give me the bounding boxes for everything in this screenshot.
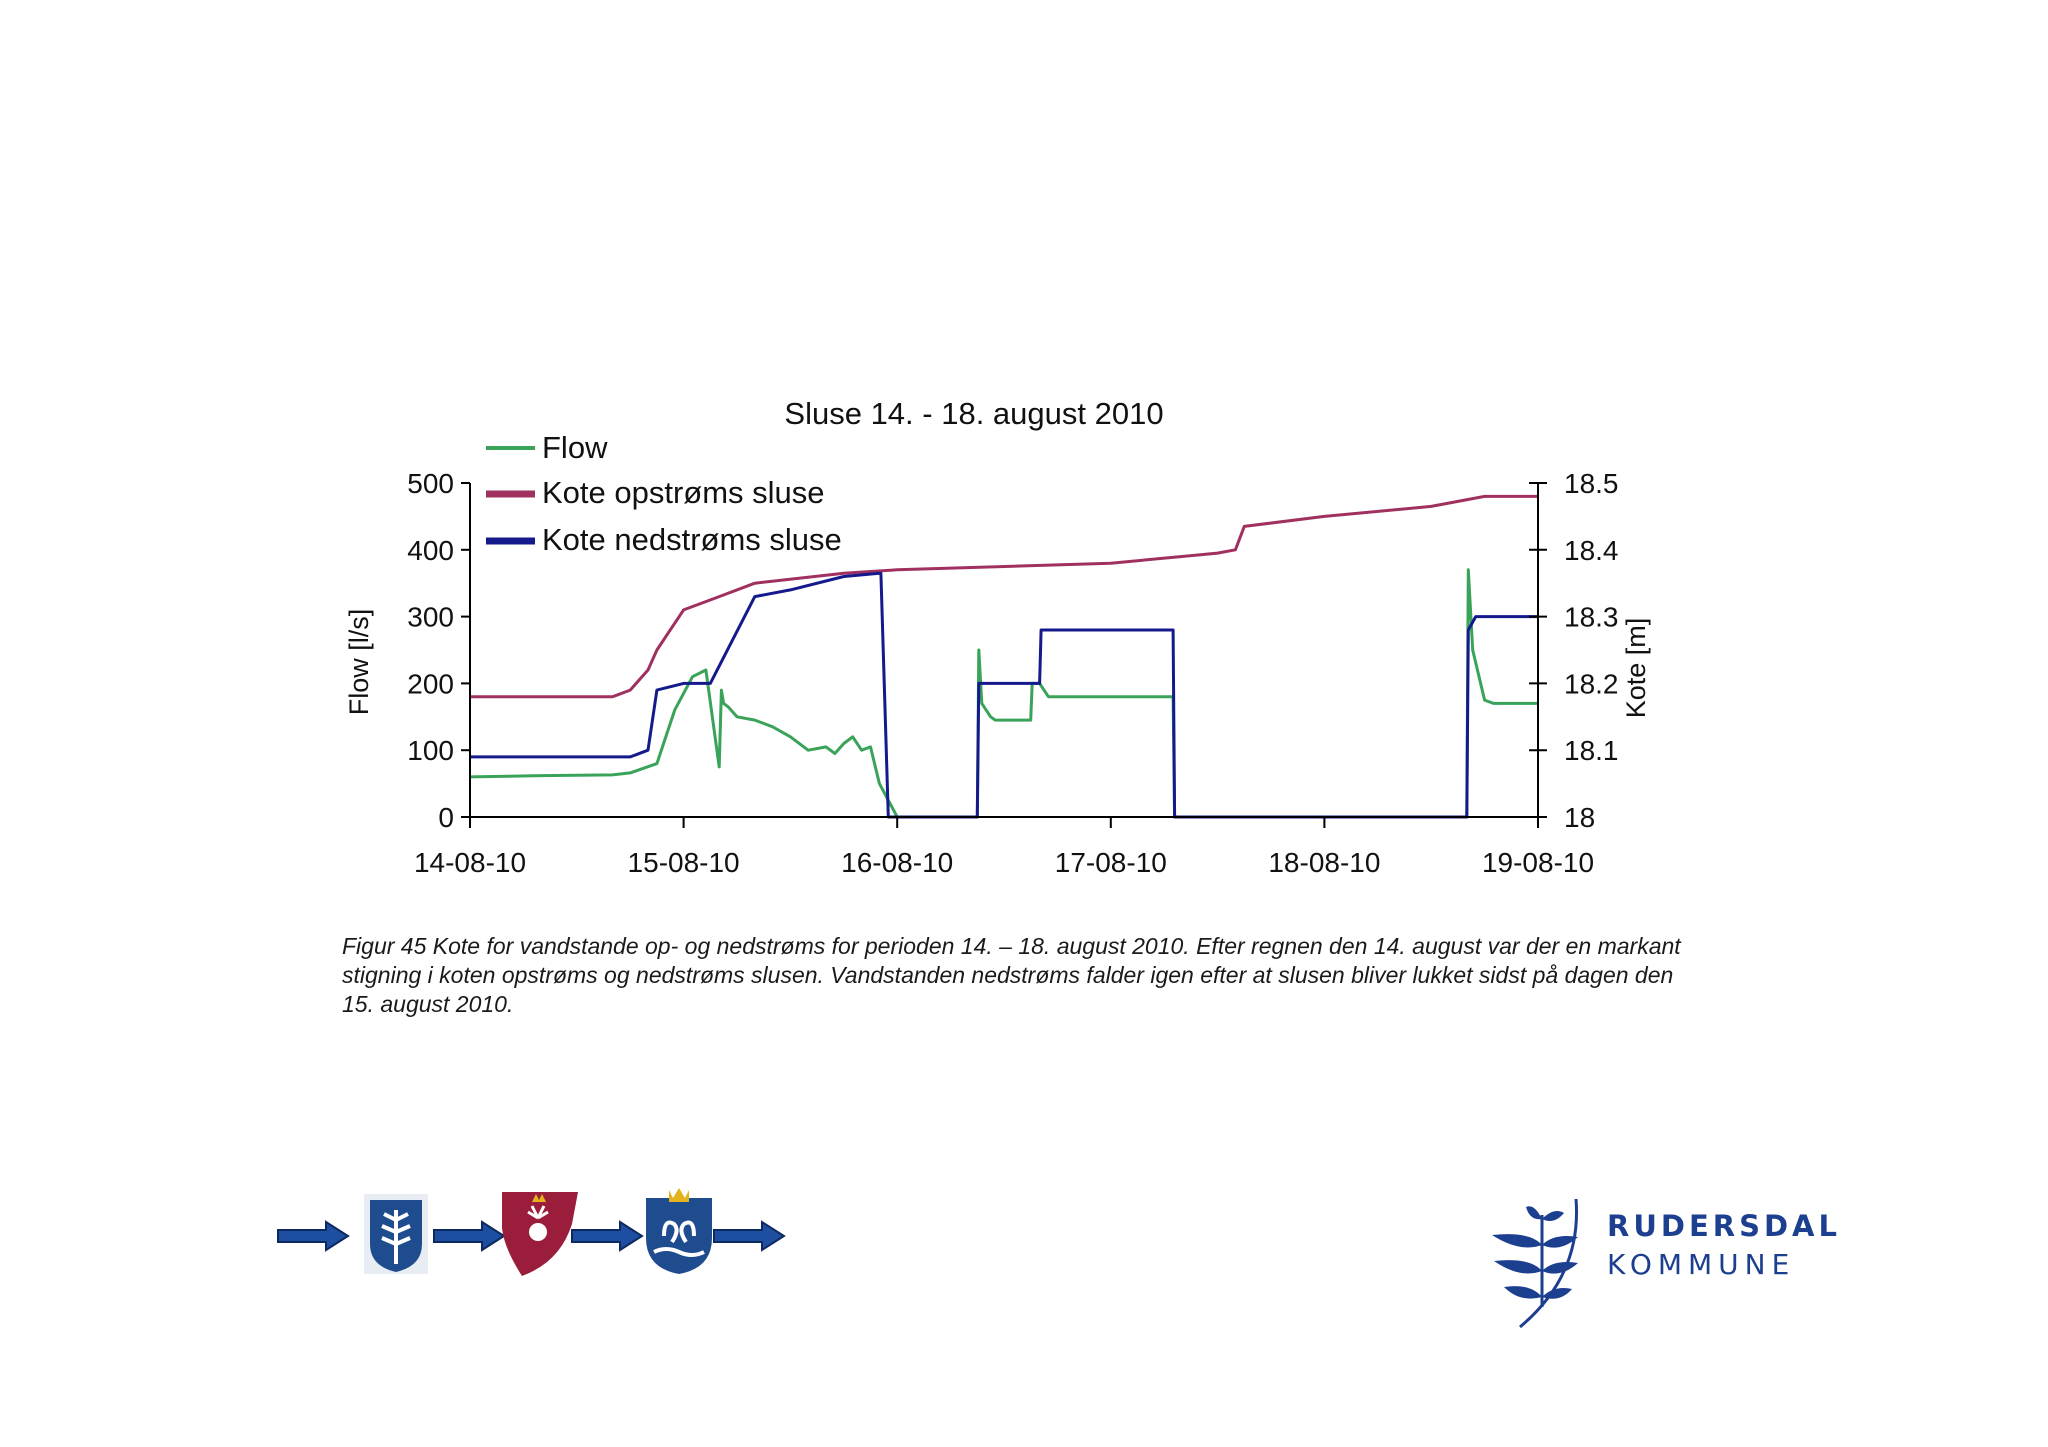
legend-label-upstream: Kote opstrøms sluse (542, 475, 825, 510)
rudersdal-logo: RUDERSDAL KOMMUNE (1480, 1195, 1837, 1335)
y2-axis-label: Kote [m] (1621, 618, 1651, 719)
arrow-right-icon (571, 1220, 644, 1252)
x-tick-label: 16-08-10 (841, 847, 953, 878)
shield-swans-icon (646, 1188, 712, 1274)
y2-tick-label: 18.5 (1564, 468, 1619, 499)
shield-branch-icon (364, 1194, 428, 1274)
x-tick-label: 18-08-10 (1268, 847, 1380, 878)
x-tick-label: 19-08-10 (1482, 847, 1594, 878)
series-line-downstream (470, 571, 1538, 819)
legend-label-flow: Flow (542, 430, 608, 465)
arrow-right-icon (433, 1220, 506, 1252)
arrow-right-icon (713, 1220, 786, 1252)
y2-tick-label: 18 (1564, 802, 1595, 833)
x-tick-label: 17-08-10 (1055, 847, 1167, 878)
chart-title: Sluse 14. - 18. august 2010 (784, 396, 1163, 431)
logo-subtitle: KOMMUNE (1607, 1248, 1796, 1281)
y-tick-label: 400 (407, 535, 454, 566)
logo-name: RUDERSDAL (1607, 1209, 1841, 1243)
y2-tick-label: 18.4 (1564, 535, 1619, 566)
y-tick-label: 200 (407, 668, 454, 699)
municipality-chain (277, 1188, 786, 1276)
y-tick-label: 300 (407, 602, 454, 633)
x-tick-label: 15-08-10 (628, 847, 740, 878)
x-tick-label: 14-08-10 (414, 847, 526, 878)
y-axis-label: Flow [l/s] (344, 609, 374, 716)
y-tick-label: 100 (407, 735, 454, 766)
y-tick-label: 500 (407, 468, 454, 499)
y2-tick-label: 18.3 (1564, 602, 1619, 633)
y2-tick-label: 18.2 (1564, 668, 1619, 699)
figure-caption: Figur 45 Kote for vandstande op- og neds… (342, 933, 1681, 1017)
legend: Flow Kote opstrøms sluse Kote nedstrøms … (486, 430, 842, 557)
branch-icon (1492, 1198, 1579, 1329)
legend-label-downstream: Kote nedstrøms sluse (542, 522, 842, 557)
y2-tick-label: 18.1 (1564, 735, 1619, 766)
y-tick-label: 0 (438, 802, 454, 833)
series-line-upstream (470, 494, 1538, 699)
shield-deer-icon (502, 1192, 578, 1276)
arrow-right-icon (277, 1220, 350, 1252)
series-line-flow (469, 568, 1538, 819)
